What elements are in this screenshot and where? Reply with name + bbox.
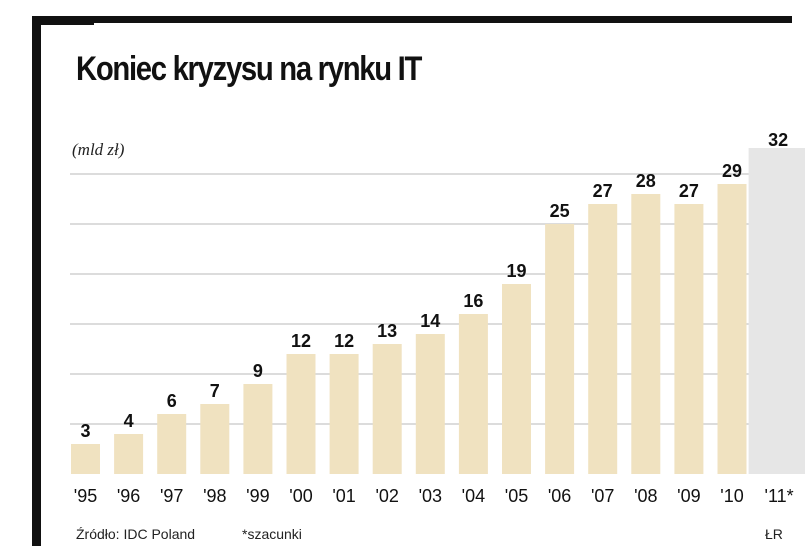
data-label: 4 (124, 411, 134, 431)
bar (114, 434, 144, 474)
x-tick-label: '10 (720, 486, 743, 506)
data-label: 9 (253, 361, 263, 381)
bar (329, 354, 359, 474)
bar (157, 414, 187, 474)
bar (502, 284, 531, 474)
frame-top-rule (32, 16, 792, 23)
data-label: 32 (768, 130, 788, 150)
bar (588, 204, 618, 474)
bar (71, 444, 100, 474)
x-tick-label: '97 (160, 486, 183, 506)
x-tick-label: '07 (591, 486, 614, 506)
bar (545, 224, 575, 474)
x-tick-label: '11* (765, 486, 794, 506)
author-initials: ŁR (765, 526, 783, 542)
bar (717, 184, 747, 474)
x-tick-label: '02 (375, 486, 398, 506)
x-tick-label: '00 (289, 486, 312, 506)
x-tick-label: '96 (117, 486, 140, 506)
data-label: 13 (377, 321, 397, 341)
data-label: 28 (636, 171, 656, 191)
x-tick-label: '98 (203, 486, 226, 506)
x-tick-label: '03 (419, 486, 442, 506)
estimate-note: *szacunki (242, 526, 302, 542)
chart-title: Koniec kryzysu na rynku IT (76, 50, 422, 88)
bar (631, 194, 661, 474)
x-tick-label: '05 (505, 486, 528, 506)
x-tick-label: '04 (462, 486, 485, 506)
bar (243, 384, 273, 474)
data-label: 14 (420, 311, 440, 331)
data-label: 16 (463, 291, 483, 311)
data-label: 25 (550, 201, 570, 221)
x-tick-label: '95 (74, 486, 97, 506)
data-label: 27 (679, 181, 699, 201)
bar (200, 404, 230, 474)
x-tick-label: '99 (246, 486, 269, 506)
x-tick-label: '08 (634, 486, 657, 506)
data-label: 3 (80, 421, 90, 441)
data-label: 6 (167, 391, 177, 411)
x-tick-label: '09 (677, 486, 700, 506)
frame-left-rule (32, 16, 41, 546)
data-label: 29 (722, 161, 742, 181)
bar (674, 204, 704, 474)
bar (372, 344, 402, 474)
bar (458, 314, 488, 474)
data-label: 12 (334, 331, 354, 351)
data-label: 19 (506, 261, 526, 281)
frame-corner (32, 16, 94, 25)
bar-estimate (748, 148, 805, 474)
x-tick-label: '01 (332, 486, 355, 506)
bar (286, 354, 316, 474)
data-label: 12 (291, 331, 311, 351)
x-tick-label: '06 (548, 486, 571, 506)
data-label: 7 (210, 381, 220, 401)
unit-label: (mld zł) (72, 140, 125, 159)
source-note: Źródło: IDC Poland (76, 526, 196, 542)
data-label: 27 (593, 181, 613, 201)
bar (415, 334, 445, 474)
